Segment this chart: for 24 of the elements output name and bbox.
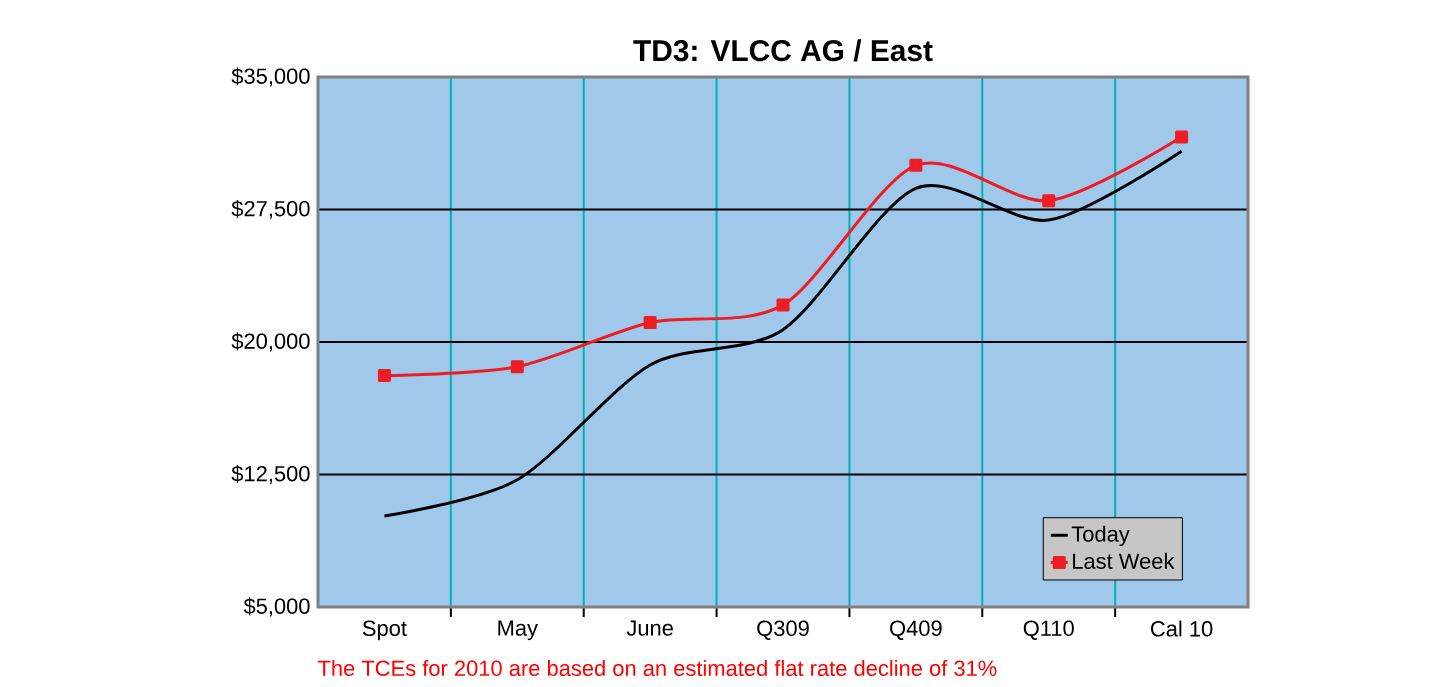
x-tick-label: June	[626, 620, 673, 636]
legend-label: Today	[1071, 525, 1130, 547]
legend-label: Last Week	[1073, 552, 1175, 569]
chart-title: TD3: VLCC AG / East	[633, 39, 933, 62]
y-tick-label: $27,500	[231, 199, 310, 219]
point	[510, 360, 524, 374]
x-tick-label: Cal 10	[1151, 620, 1213, 637]
line-series	[382, 149, 1184, 518]
point	[909, 158, 923, 172]
point	[377, 369, 391, 383]
x-tick-label: Q110	[1023, 620, 1074, 640]
x-tick-label: May	[498, 620, 538, 641]
point	[776, 298, 790, 312]
y-tick-label: $5,000	[243, 597, 310, 617]
text: The TCEs for 2010 are based on an estimated flat rate decline of 31%	[318, 659, 997, 677]
y-tick-label: $20,000	[231, 332, 310, 352]
x-tick-label: Q409	[890, 620, 942, 640]
y-tick-label: $12,500	[231, 464, 310, 484]
x-tick-label: Spot	[362, 620, 407, 641]
y-tick-label: $35,000	[231, 67, 310, 87]
point	[643, 316, 657, 330]
point	[1175, 130, 1189, 144]
point	[1042, 194, 1056, 208]
x-tick-label: Q309	[757, 620, 809, 640]
